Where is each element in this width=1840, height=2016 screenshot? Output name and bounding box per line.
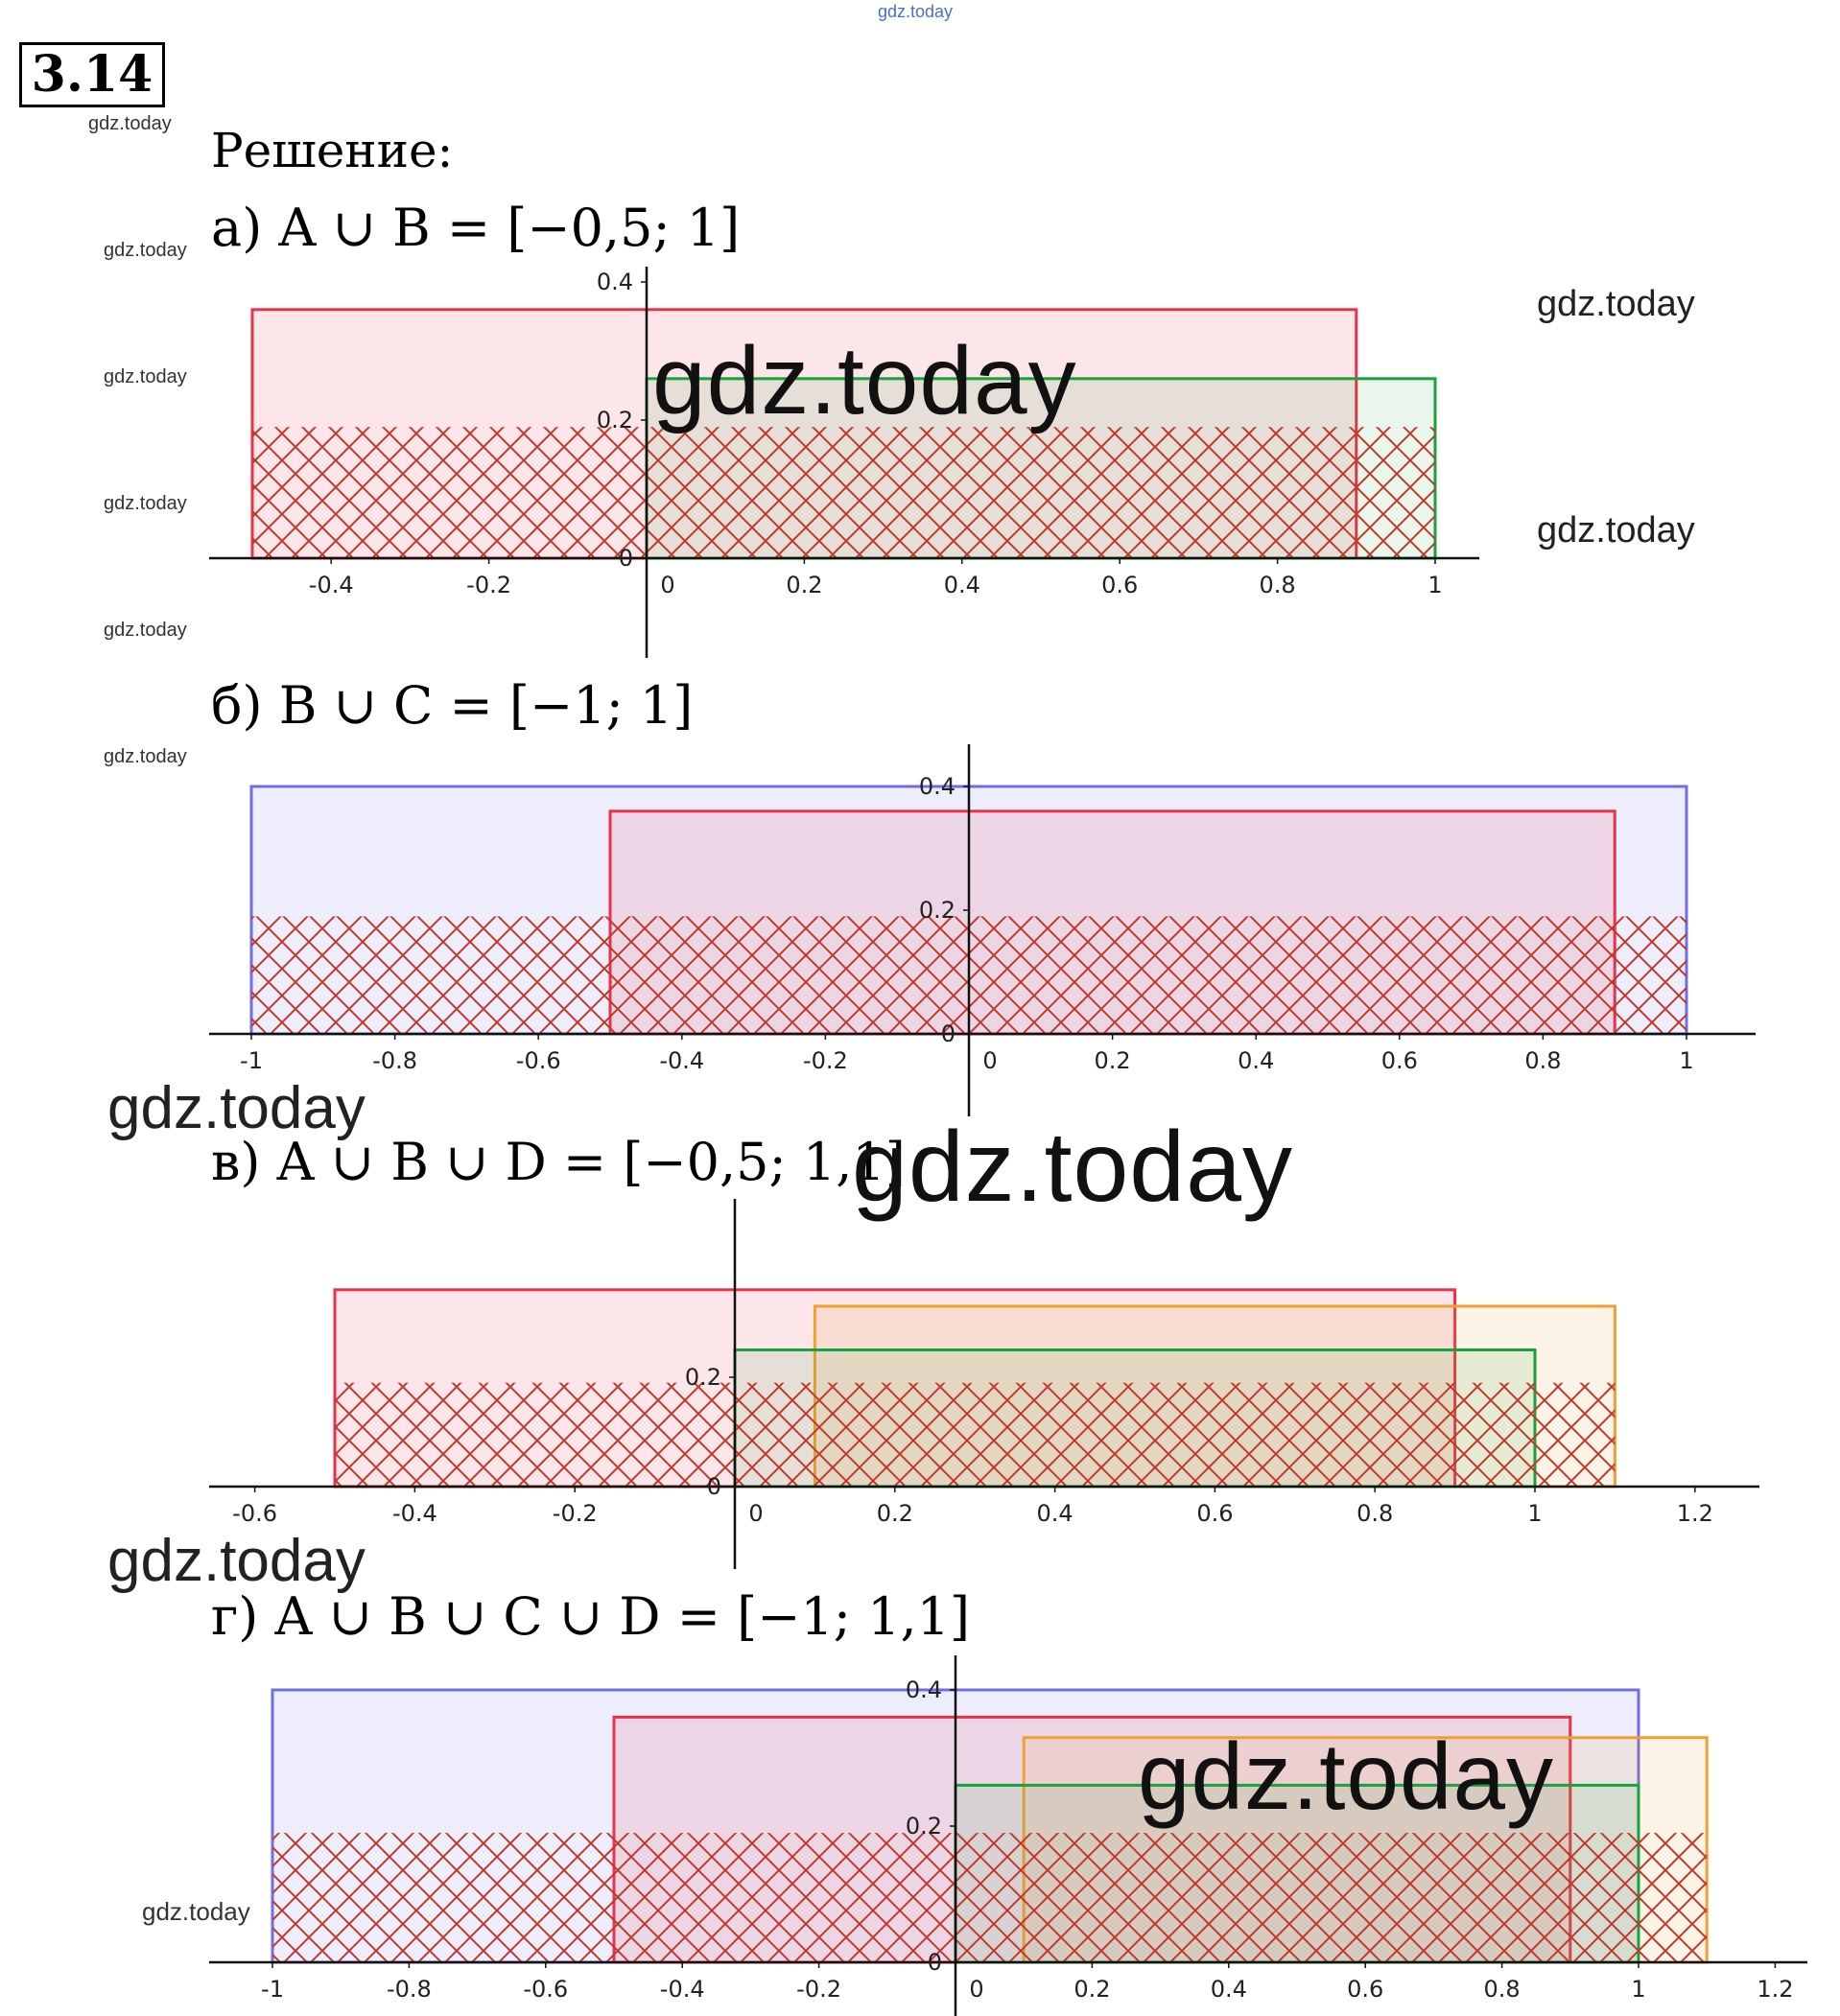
x-tick-label: 0.8	[1356, 1500, 1393, 1527]
x-tick-label: 0	[748, 1500, 763, 1527]
x-tick-label: 0.2	[1073, 1976, 1110, 2003]
watermark-small: gdz.today	[142, 1897, 250, 1926]
x-tick-label: 1	[1679, 1047, 1693, 1074]
x-tick-label: -0.8	[372, 1047, 417, 1074]
x-tick-label: 0.2	[786, 572, 822, 598]
x-tick-label: 0.4	[1037, 1500, 1073, 1527]
watermark-medium: gdz.today	[1537, 510, 1695, 551]
y-tick-label: 0	[928, 1949, 942, 1976]
watermark-small: gdz.today	[104, 366, 187, 387]
x-tick-label: 0.2	[877, 1500, 913, 1527]
x-tick-label: -0.2	[553, 1500, 598, 1527]
x-tick-label: 0.6	[1381, 1047, 1418, 1074]
union-hatch	[252, 427, 1435, 558]
watermark-small: gdz.today	[104, 493, 187, 514]
watermark-large: gdz.today	[852, 1112, 1293, 1223]
watermark-small: gdz.today	[104, 620, 187, 641]
watermark-medium: gdz.today	[1537, 284, 1695, 324]
x-tick-label: 0.8	[1260, 572, 1296, 598]
y-tick-label: 0	[707, 1473, 721, 1500]
watermark-small: gdz.today	[104, 240, 187, 261]
x-tick-label: 1.2	[1677, 1500, 1713, 1527]
y-tick-label: 0.2	[597, 407, 633, 434]
x-tick-label: 0.2	[1095, 1047, 1131, 1074]
union-hatch	[272, 1833, 1708, 1962]
x-tick-label: 0.6	[1196, 1500, 1233, 1527]
x-tick-label: 0.8	[1484, 1976, 1521, 2003]
x-tick-label: -0.2	[796, 1976, 841, 2003]
x-tick-label: -0.6	[232, 1500, 277, 1527]
x-tick-label: 0.4	[1211, 1976, 1247, 2003]
x-tick-label: -0.4	[659, 1047, 704, 1074]
chart-c: -0.6 -0.4 -0.2 0 0.2 0.4 0.6 0.8 1 1.2 0 0.2	[209, 1199, 1759, 1569]
chart-d: -1 -0.8 -0.6 -0.4 -0.2 0 0.2 0.4 0.6 0.8 1 1.2 0 0.2 0…	[209, 1655, 1807, 2016]
y-tick-label: 0.4	[597, 269, 633, 295]
x-tick-label: 1	[1427, 572, 1442, 598]
x-tick-label: -0.4	[660, 1976, 705, 2003]
chart-a: -0.4 -0.2 0 0.2 0.4 0.6 0.8 1 0 0.2 0.4	[209, 267, 1479, 658]
watermark-large: gdz.today	[107, 1075, 366, 1141]
x-tick-label: -0.4	[309, 572, 354, 598]
watermark-small: gdz.today	[88, 113, 172, 134]
x-tick-label: 0.6	[1101, 572, 1138, 598]
solution-label: Решение:	[211, 123, 454, 178]
part-c-label: в) A ∪ B ∪ D = [−0,5; 1,1]	[211, 1132, 906, 1192]
x-tick-label: 0	[969, 1976, 983, 2003]
watermark-small: gdz.today	[104, 746, 187, 767]
x-tick-label: -0.8	[387, 1976, 432, 2003]
watermark-large: gdz.today	[1138, 1723, 1554, 1829]
part-b-label: б) B ∪ C = [−1; 1]	[211, 675, 694, 736]
y-tick-label: 0.2	[919, 897, 955, 924]
union-hatch	[335, 1382, 1616, 1487]
y-tick-label: 0	[619, 545, 633, 572]
y-tick-label: 0.2	[906, 1813, 942, 1840]
x-tick-label: -0.2	[803, 1047, 848, 1074]
x-tick-label: -0.6	[523, 1976, 568, 2003]
x-tick-label: -0.6	[516, 1047, 561, 1074]
chart-b: -1 -0.8 -0.6 -0.4 -0.2 0 0.2 0.4 0.6 0.8 1 0 0.2 0.4	[209, 744, 1756, 1116]
x-tick-label: -0.2	[466, 572, 511, 598]
x-tick-label: 0.6	[1347, 1976, 1383, 2003]
problem-number: 3.14	[19, 42, 165, 107]
part-d-label: г) A ∪ B ∪ C ∪ D = [−1; 1,1]	[211, 1586, 971, 1647]
x-tick-label: 0.4	[1238, 1047, 1274, 1074]
watermark-large: gdz.today	[652, 327, 1077, 434]
x-tick-label: 1	[1527, 1500, 1542, 1527]
y-tick-label: 0.4	[906, 1676, 942, 1703]
y-tick-label: 0	[941, 1020, 955, 1047]
x-tick-label: 0	[982, 1047, 997, 1074]
y-tick-label: 0.4	[919, 773, 955, 800]
x-tick-label: -1	[261, 1976, 284, 2003]
x-tick-label: 1.2	[1757, 1976, 1793, 2003]
x-tick-label: 1	[1631, 1976, 1645, 2003]
x-tick-label: 0	[660, 572, 674, 598]
part-a-label: а) A ∪ B = [−0,5; 1]	[211, 198, 741, 258]
y-tick-label: 0.2	[685, 1364, 721, 1391]
x-tick-label: -1	[240, 1047, 263, 1074]
x-tick-label: -0.4	[392, 1500, 437, 1527]
watermark-large: gdz.today	[107, 1528, 366, 1594]
x-tick-label: 0.8	[1524, 1047, 1561, 1074]
x-tick-label: 0.4	[944, 572, 980, 598]
header-watermark: gdz.today	[878, 2, 954, 21]
